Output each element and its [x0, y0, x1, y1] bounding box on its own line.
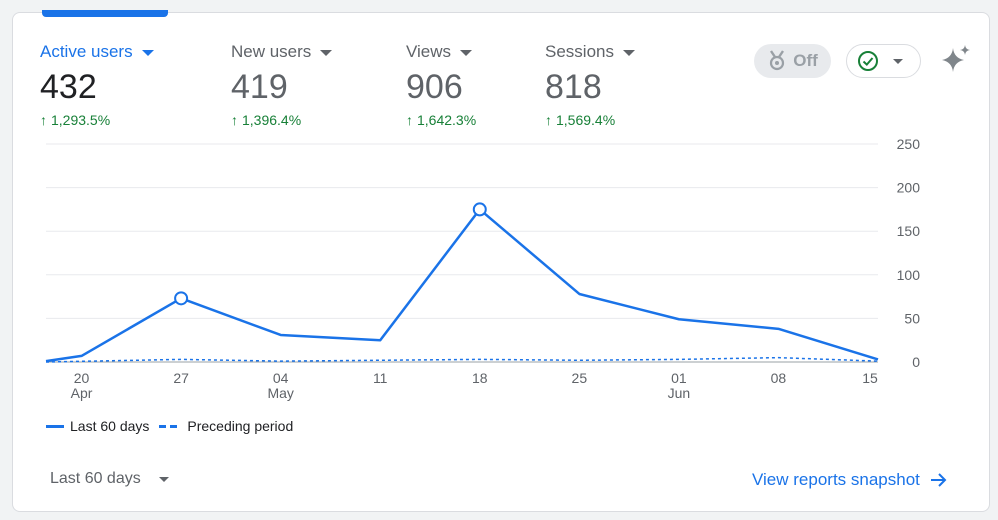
metric-change-new-users: ↑ 1,396.4% — [231, 112, 302, 128]
caret-down-icon — [141, 50, 154, 56]
insights-toggle-label: Off — [793, 51, 818, 70]
metric-new-users[interactable]: New users 419 ↑ 1,396.4% — [231, 42, 333, 128]
date-range-dropdown[interactable]: Last 60 days — [50, 470, 169, 488]
y-axis-ticks: 0 50 100 150 200 250 — [897, 136, 921, 370]
series-line-preceding-period — [45, 356, 879, 363]
caret-down-icon — [320, 50, 333, 56]
metric-label-views[interactable]: Views — [406, 42, 476, 62]
award-icon — [770, 50, 785, 71]
x-tick-label: 27 — [173, 370, 189, 386]
series-line-last-60-days — [45, 208, 879, 363]
metric-label-sessions[interactable]: Sessions — [545, 42, 635, 62]
selected-metric-indicator — [42, 10, 168, 17]
metric-sessions[interactable]: Sessions 818 ↑ 1,569.4% — [545, 42, 635, 128]
insights-toggle[interactable]: Off — [754, 44, 831, 78]
arrow-up-icon: ↑ — [231, 112, 238, 128]
metric-value-views: 906 — [406, 68, 463, 106]
comparison-dropdown[interactable] — [846, 44, 921, 78]
report-card — [12, 12, 990, 512]
metric-active-users[interactable]: Active users 432 ↑ 1,293.5% — [40, 42, 154, 128]
y-tick-label: 250 — [897, 136, 921, 152]
chart-series — [45, 202, 879, 363]
metric-value-new-users: 419 — [231, 68, 288, 106]
date-range-label: Last 60 days — [50, 470, 141, 487]
x-tick-sublabel: Jun — [668, 385, 691, 401]
x-tick-sublabel: Apr — [71, 385, 93, 401]
metric-change-sessions: ↑ 1,569.4% — [545, 112, 616, 128]
chart-gridlines — [46, 143, 878, 363]
sparkle-icon[interactable] — [940, 44, 972, 76]
legend-preceding-period: Preceding period — [187, 418, 294, 434]
x-tick-label: 01 — [671, 370, 687, 386]
arrow-up-icon: ↑ — [545, 112, 552, 128]
legend-last-60-days: Last 60 days — [70, 418, 150, 434]
x-tick-label: 18 — [472, 370, 488, 386]
x-tick-label: 04 — [273, 370, 289, 386]
metric-value-sessions: 818 — [545, 68, 602, 106]
arrow-up-icon: ↑ — [406, 112, 413, 128]
data-point-marker[interactable] — [472, 202, 487, 217]
caret-down-icon — [893, 58, 903, 64]
y-tick-label: 0 — [912, 354, 920, 370]
x-tick-label: 25 — [572, 370, 588, 386]
view-reports-snapshot-link[interactable]: View reports snapshot — [752, 470, 948, 490]
arrow-up-icon: ↑ — [40, 112, 47, 128]
x-tick-sublabel: May — [267, 385, 293, 401]
metric-label-new-users[interactable]: New users — [231, 42, 333, 62]
view-reports-snapshot-label: View reports snapshot — [752, 470, 920, 489]
metric-views[interactable]: Views 906 ↑ 1,642.3% — [406, 42, 476, 128]
legend-swatch-solid — [46, 424, 64, 428]
y-tick-label: 150 — [897, 223, 921, 239]
y-tick-label: 50 — [904, 310, 920, 326]
y-tick-label: 100 — [897, 267, 921, 283]
metric-change-views: ↑ 1,642.3% — [406, 112, 477, 128]
x-tick-label: 11 — [373, 370, 388, 386]
caret-down-icon — [460, 50, 473, 56]
x-tick-label: 20 — [74, 370, 90, 386]
caret-down-icon — [158, 476, 169, 482]
x-tick-label: 08 — [771, 370, 787, 386]
x-tick-label: 15 — [862, 370, 878, 386]
legend-swatch-dashed — [159, 424, 182, 428]
caret-down-icon — [622, 50, 635, 56]
metric-value-active-users: 432 — [40, 68, 97, 106]
arrow-right-icon — [930, 473, 947, 487]
metric-change-active-users: ↑ 1,293.5% — [40, 112, 111, 128]
data-point-marker[interactable] — [174, 291, 189, 306]
chart-legend: Last 60 days Preceding period — [46, 418, 293, 434]
metric-label-active-users[interactable]: Active users — [40, 42, 154, 62]
check-circle-icon — [858, 51, 878, 71]
y-tick-label: 200 — [897, 180, 921, 196]
